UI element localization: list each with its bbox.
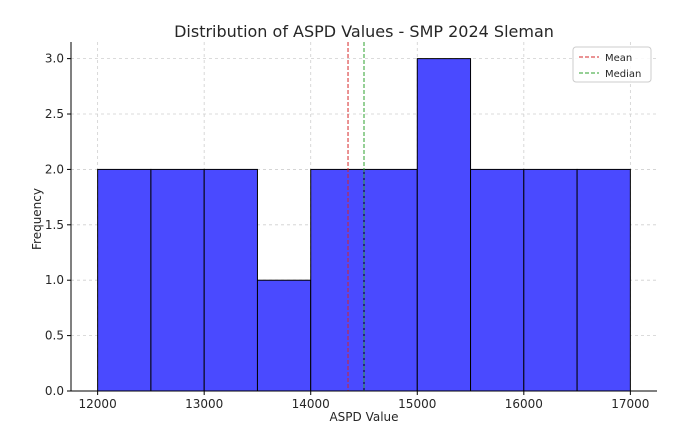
histogram-bar bbox=[470, 168, 525, 392]
y-tick-label: 1.5 bbox=[45, 218, 64, 232]
chart-title: Distribution of ASPD Values - SMP 2024 S… bbox=[174, 22, 554, 41]
y-axis-title: Frequency bbox=[30, 188, 44, 250]
histogram-bars bbox=[97, 58, 631, 392]
histogram-bar bbox=[97, 168, 152, 392]
x-tick-label: 16000 bbox=[505, 397, 543, 411]
y-tick-label: 3.0 bbox=[45, 52, 64, 66]
legend-label: Median bbox=[605, 69, 641, 80]
y-tick-label: 2.5 bbox=[45, 107, 64, 121]
x-tick-label: 12000 bbox=[79, 397, 117, 411]
histogram-bar bbox=[203, 168, 258, 392]
y-axis-ticks: 0.0 0.5 1.0 1.5 2.0 2.5 3.0 bbox=[45, 52, 71, 398]
y-tick-label: 1.0 bbox=[45, 273, 64, 287]
histogram-bar bbox=[150, 168, 205, 392]
x-tick-label: 14000 bbox=[292, 397, 330, 411]
x-tick-label: 17000 bbox=[611, 397, 649, 411]
x-axis-title: ASPD Value bbox=[329, 410, 398, 424]
histogram-bar bbox=[256, 279, 312, 392]
y-tick-label: 0.0 bbox=[45, 384, 64, 398]
axes bbox=[70, 42, 657, 392]
reference-lines bbox=[347, 42, 365, 391]
histogram-bar bbox=[363, 168, 418, 392]
legend: Mean Median bbox=[572, 46, 652, 83]
y-tick-label: 2.0 bbox=[45, 162, 64, 176]
histogram-bar bbox=[523, 168, 578, 392]
y-tick-label: 0.5 bbox=[45, 329, 64, 343]
histogram-bar bbox=[416, 58, 472, 392]
x-tick-label: 15000 bbox=[398, 397, 436, 411]
x-axis-ticks: 12000 13000 14000 15000 16000 17000 bbox=[79, 391, 649, 411]
legend-label: Mean bbox=[605, 53, 632, 64]
x-tick-label: 13000 bbox=[185, 397, 223, 411]
histogram-bar bbox=[310, 168, 365, 392]
histogram-bar bbox=[576, 168, 631, 392]
